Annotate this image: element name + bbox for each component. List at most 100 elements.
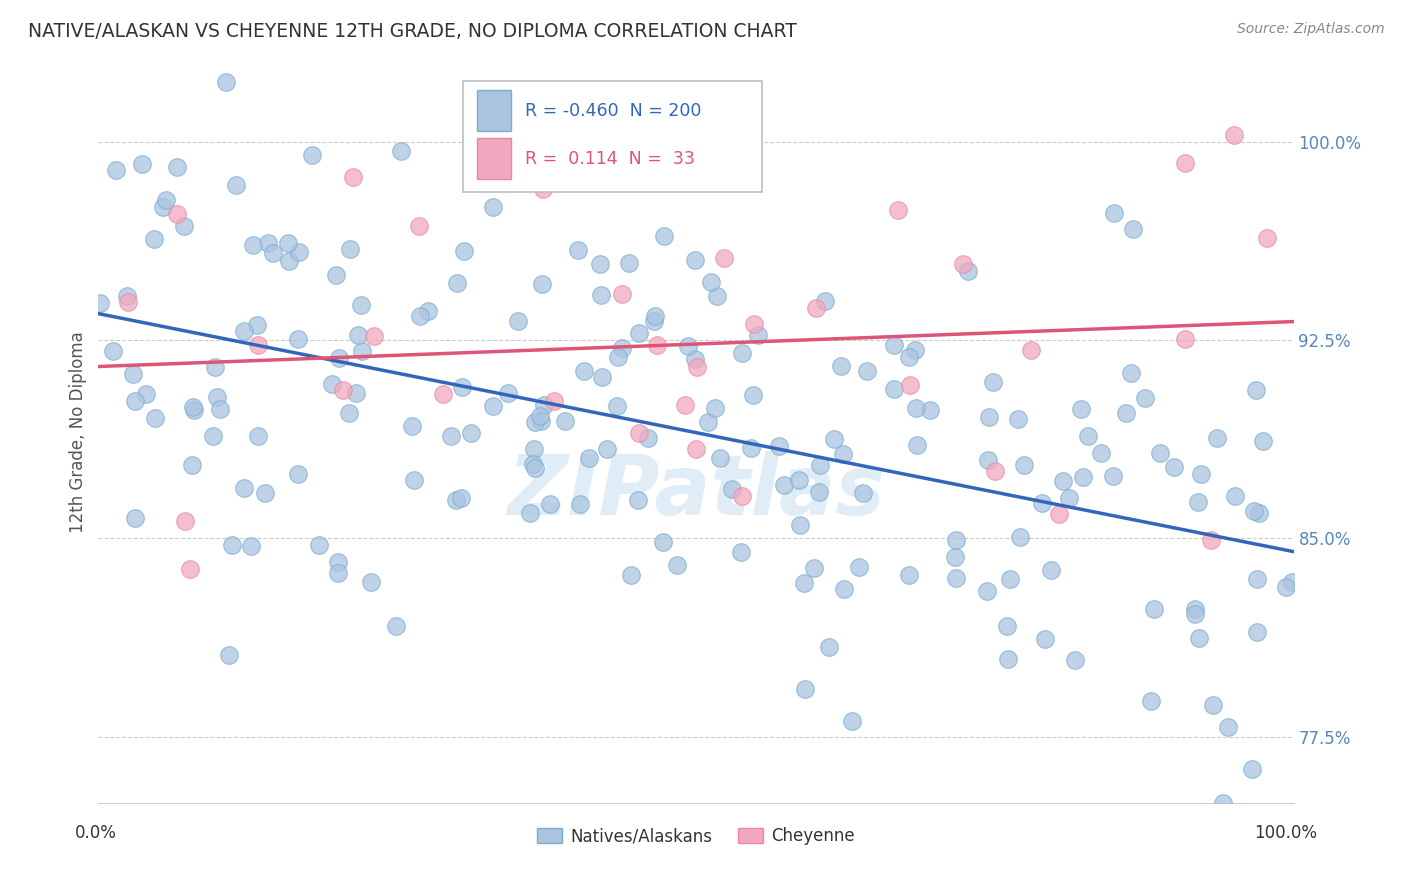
Point bbox=[308, 538, 330, 552]
Point bbox=[703, 401, 725, 416]
Point bbox=[1101, 468, 1123, 483]
Point bbox=[253, 486, 276, 500]
Point bbox=[225, 178, 247, 192]
Point bbox=[155, 193, 177, 207]
Point bbox=[221, 538, 243, 552]
Point bbox=[287, 467, 309, 482]
Point bbox=[572, 364, 595, 378]
Point bbox=[401, 418, 423, 433]
Point bbox=[321, 377, 343, 392]
Point bbox=[627, 426, 650, 441]
Point bbox=[832, 447, 855, 461]
Point bbox=[131, 157, 153, 171]
Point bbox=[523, 415, 546, 429]
Point bbox=[529, 414, 551, 428]
Point bbox=[1052, 475, 1074, 489]
Point bbox=[1057, 491, 1080, 505]
Point bbox=[1007, 412, 1029, 426]
Point bbox=[721, 482, 744, 496]
Point bbox=[627, 493, 650, 508]
Point bbox=[1014, 458, 1036, 472]
Point bbox=[173, 219, 195, 233]
Point bbox=[841, 714, 863, 729]
Point bbox=[567, 243, 589, 257]
Point bbox=[709, 450, 731, 465]
Point bbox=[256, 236, 278, 251]
Point bbox=[979, 410, 1001, 425]
Point bbox=[905, 438, 928, 452]
Point bbox=[152, 200, 174, 214]
Point bbox=[350, 298, 373, 312]
Point bbox=[1070, 401, 1092, 416]
Point bbox=[1184, 607, 1206, 621]
Point bbox=[416, 304, 439, 318]
Point bbox=[350, 344, 373, 359]
Point bbox=[898, 378, 921, 392]
Point bbox=[883, 338, 905, 352]
Point bbox=[460, 426, 482, 441]
Point bbox=[740, 441, 762, 455]
Point bbox=[135, 387, 157, 401]
Text: 0.0%: 0.0% bbox=[75, 824, 117, 842]
Point bbox=[1163, 460, 1185, 475]
Point bbox=[1241, 762, 1264, 776]
Point bbox=[943, 549, 966, 564]
Point bbox=[855, 364, 877, 378]
Point bbox=[823, 433, 845, 447]
Point bbox=[1031, 496, 1053, 510]
Point bbox=[360, 575, 382, 590]
Point bbox=[673, 398, 696, 412]
Point bbox=[617, 256, 640, 270]
Point bbox=[1133, 391, 1156, 405]
Point bbox=[246, 338, 269, 352]
Point bbox=[409, 309, 432, 323]
Point bbox=[262, 245, 284, 260]
Point bbox=[1077, 429, 1099, 443]
Point bbox=[1184, 602, 1206, 616]
Point bbox=[1256, 231, 1278, 245]
Text: R =  0.114  N =  33: R = 0.114 N = 33 bbox=[524, 150, 695, 168]
Point bbox=[554, 415, 576, 429]
Point bbox=[595, 442, 617, 456]
Point bbox=[589, 257, 612, 271]
Point bbox=[389, 145, 412, 159]
Point bbox=[98, 26, 121, 40]
Point bbox=[808, 485, 831, 500]
Point bbox=[531, 277, 554, 291]
Point bbox=[342, 170, 364, 185]
Point bbox=[166, 160, 188, 174]
Point bbox=[1149, 446, 1171, 460]
Point bbox=[706, 289, 728, 303]
Point bbox=[1071, 470, 1094, 484]
Point bbox=[173, 514, 195, 528]
Point bbox=[482, 200, 505, 214]
Point bbox=[506, 314, 529, 328]
Point bbox=[808, 458, 831, 472]
Point bbox=[181, 400, 204, 414]
Point bbox=[326, 555, 349, 569]
Point bbox=[124, 393, 146, 408]
Point bbox=[1115, 406, 1137, 420]
Point bbox=[741, 388, 763, 402]
Point bbox=[432, 387, 454, 401]
Point bbox=[945, 533, 967, 548]
Point bbox=[1174, 155, 1197, 169]
Point bbox=[643, 313, 665, 327]
Point bbox=[1212, 796, 1234, 810]
Point bbox=[995, 619, 1018, 633]
Point bbox=[793, 575, 815, 590]
Point bbox=[945, 571, 967, 585]
Point bbox=[166, 207, 188, 221]
Point bbox=[981, 375, 1004, 389]
Text: R = -0.460  N = 200: R = -0.460 N = 200 bbox=[524, 102, 702, 120]
Point bbox=[644, 309, 666, 323]
Point bbox=[232, 481, 254, 495]
Point bbox=[143, 232, 166, 246]
Point bbox=[607, 350, 630, 364]
FancyBboxPatch shape bbox=[477, 138, 510, 179]
Point bbox=[803, 561, 825, 575]
Point bbox=[887, 203, 910, 218]
Point bbox=[347, 328, 370, 343]
Point bbox=[683, 351, 706, 366]
Point bbox=[742, 317, 765, 331]
